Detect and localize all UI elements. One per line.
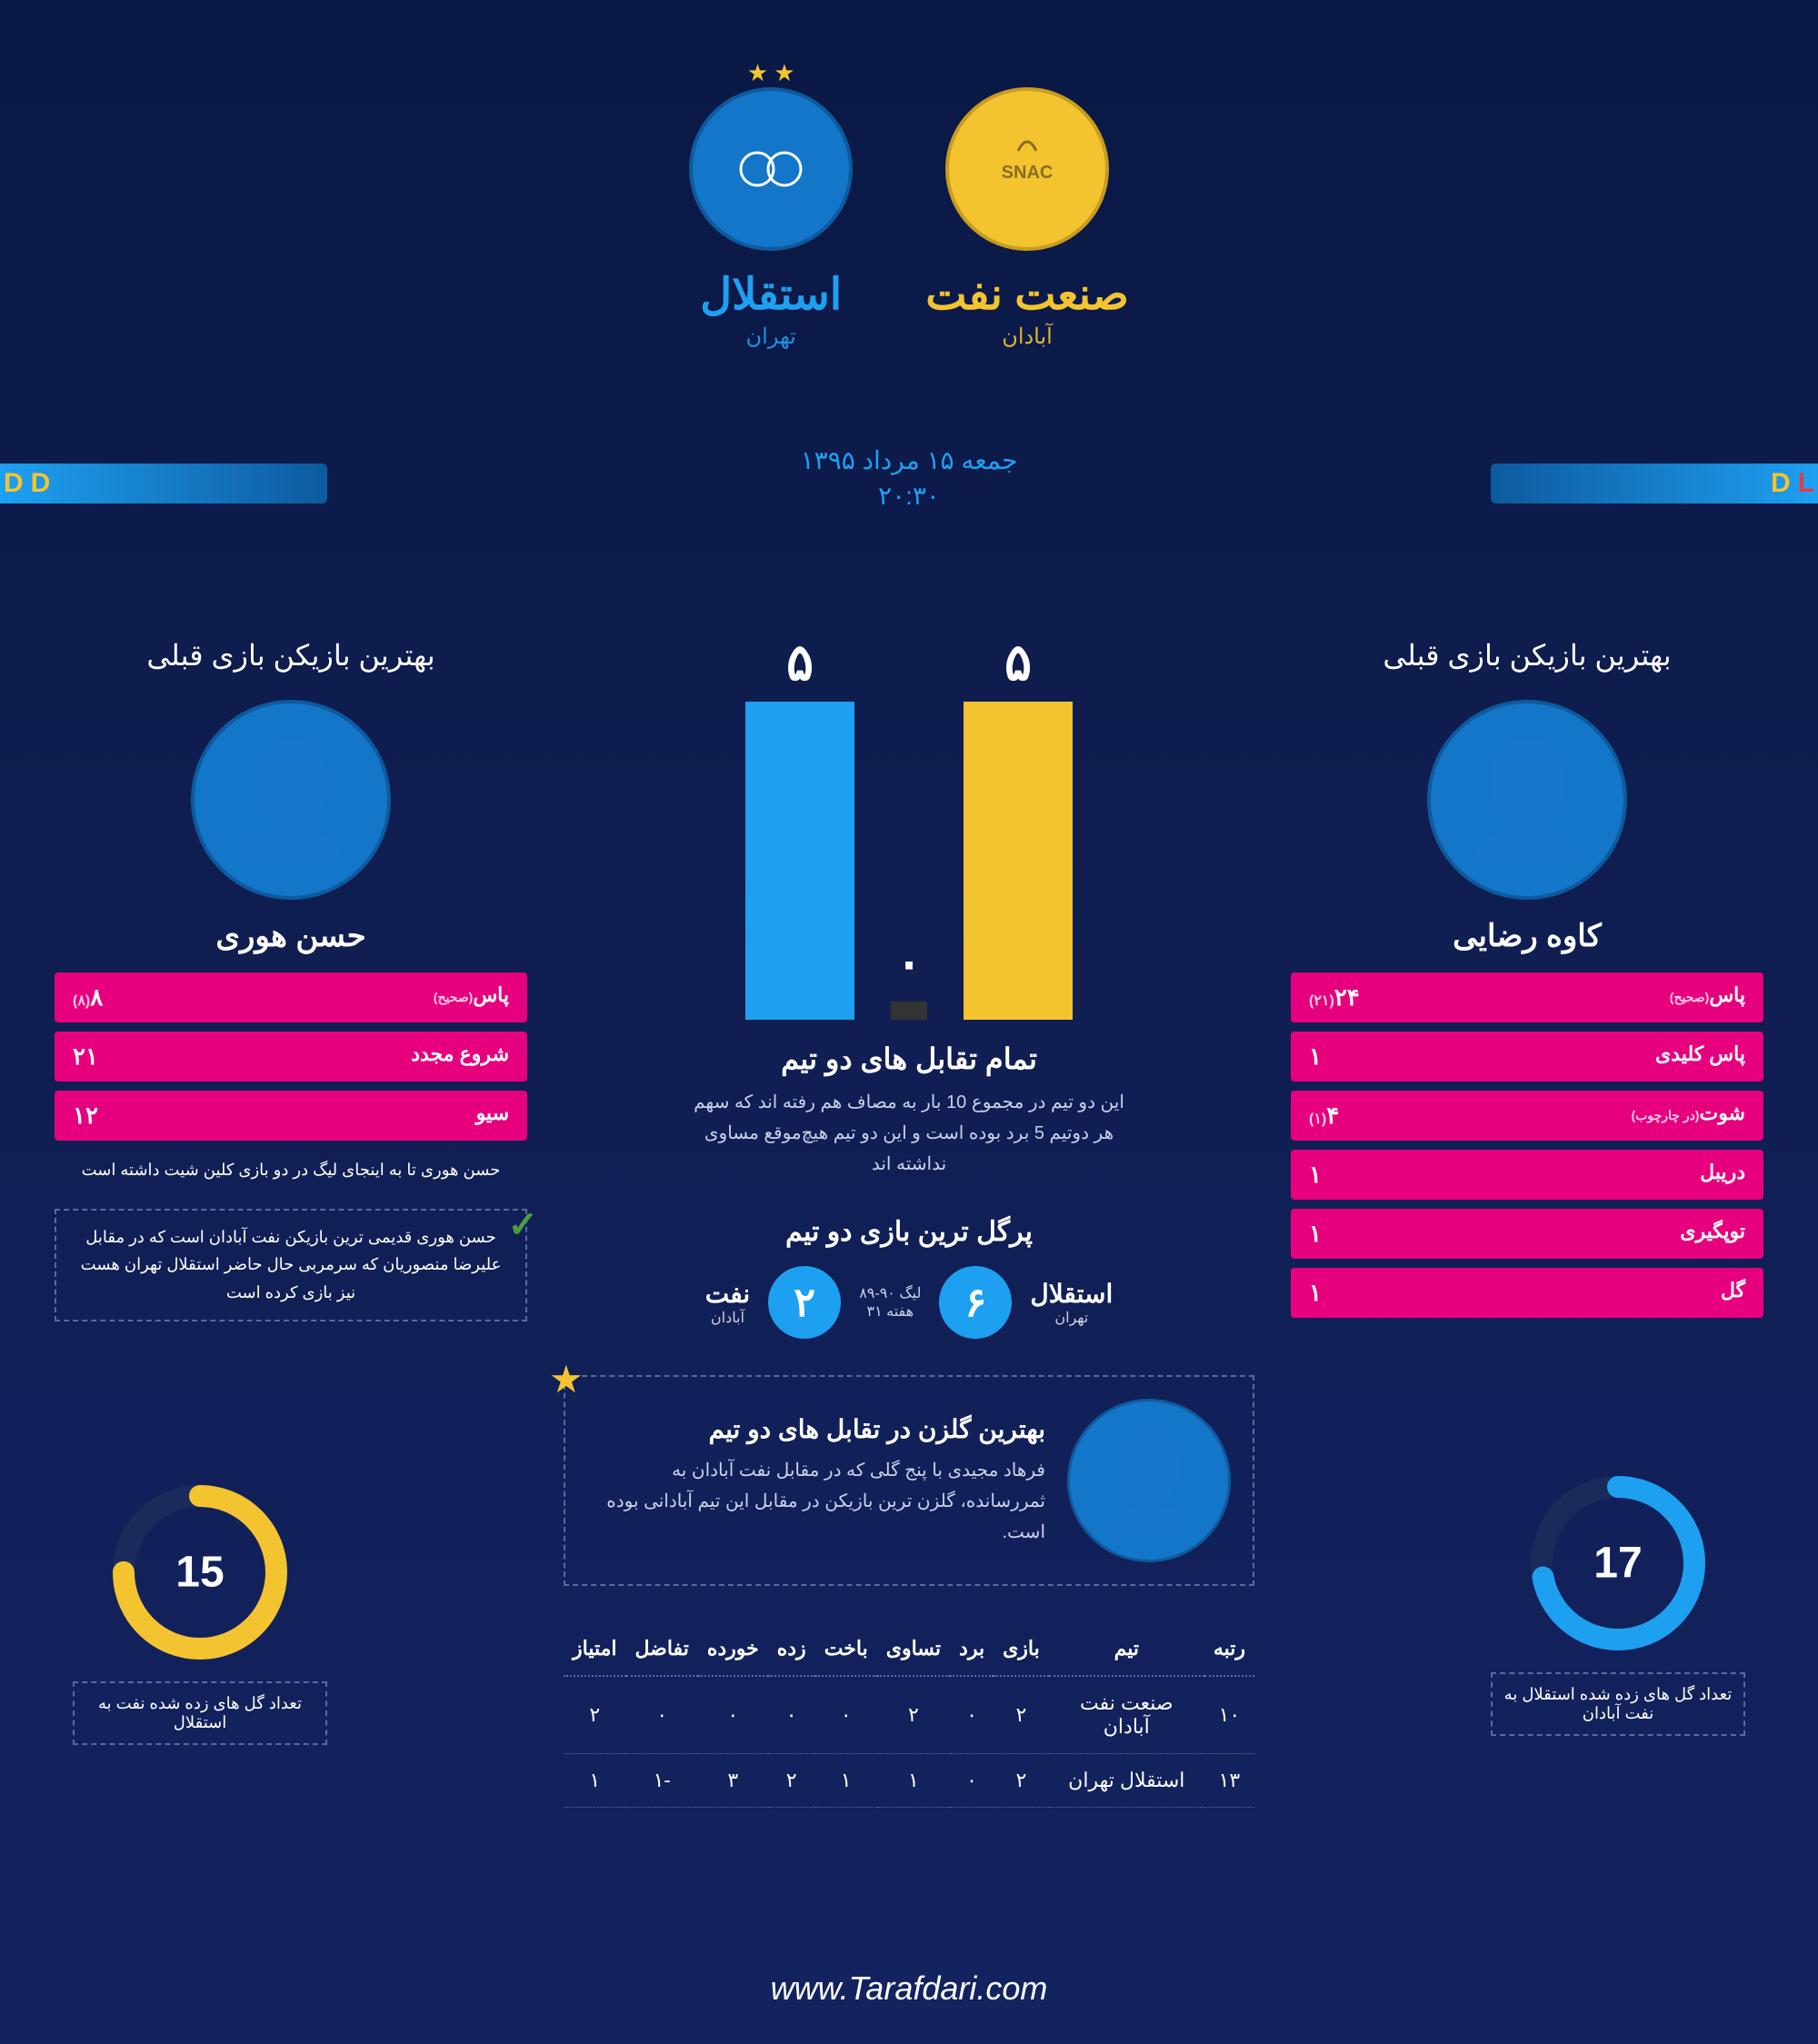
team-home-name: استقلال	[689, 269, 853, 320]
form-bar-home: L D	[1491, 464, 1818, 504]
h2h-title: تمام تقابل های دو تیم	[564, 1042, 1254, 1076]
form-letter: D	[1771, 468, 1791, 499]
header: SNAC صنعت نفت آبادان ★★ استقلال تهران	[0, 0, 1818, 436]
away-player-note1: حسن هوری تا به اینجای لیگ در دو بازی کلی…	[55, 1150, 527, 1191]
svg-text:SNAC: SNAC	[1002, 163, 1054, 183]
table-header: بازی	[994, 1622, 1049, 1676]
team-away-city: آبادان	[925, 324, 1129, 350]
h2h-text: این دو تیم در مجموع 10 بار به مصاف هم رف…	[691, 1087, 1127, 1180]
hs-away: نفت آبادان	[705, 1279, 750, 1327]
center-column: ۵ ۰ ۵ تمام تقابل های دو تیم این دو تیم د…	[564, 638, 1254, 1808]
table-header: تفاضل	[626, 1622, 698, 1676]
form-letter: D	[31, 468, 51, 499]
top-scorer-title: بهترین گلزن در تقابل های دو تیم	[587, 1414, 1045, 1444]
form-letter: D	[4, 468, 24, 499]
top-scorer-photo	[1067, 1399, 1231, 1562]
highscore-title: پرگل ترین بازی دو تیم	[564, 1216, 1254, 1248]
bar-away: ۵	[964, 633, 1073, 1020]
away-player-note2: حسن هوری قدیمی ترین بازیکن نفت آبادان اس…	[55, 1209, 527, 1321]
hs-meta: لیگ ۹۰-۸۹ هفته ۳۱	[859, 1284, 921, 1321]
form-letter: L	[1798, 468, 1814, 499]
home-player-photo	[1427, 700, 1627, 900]
hs-home-score: ۶	[939, 1266, 1012, 1339]
table-header: خورده	[698, 1622, 768, 1676]
goals-circle-home: 17	[1527, 1472, 1709, 1654]
goals-circle-away: 15	[109, 1481, 291, 1663]
table-row: ۱۳استقلال تهران۲۰۱۱۲۳-۱۱	[564, 1754, 1254, 1808]
away-player-photo	[191, 700, 391, 900]
best-player-title: بهترین بازیکن بازی قبلی	[55, 638, 527, 673]
team-home-stars: ★★	[747, 59, 795, 87]
away-player-name: حسن هوری	[55, 918, 527, 954]
stat-row: پاس(صحیح)۸(۸)	[55, 972, 527, 1022]
bar-home: ۵	[745, 633, 854, 1020]
stat-row: توپگیری۱	[1291, 1209, 1763, 1259]
best-player-title: بهترین بازیکن بازی قبلی	[1291, 638, 1763, 673]
team-away-logo: SNAC	[945, 87, 1109, 251]
table-header: تیم	[1049, 1622, 1204, 1676]
table-header: برد	[950, 1622, 994, 1676]
highscore-row: استقلال تهران ۶ لیگ ۹۰-۸۹ هفته ۳۱ ۲ نفت …	[564, 1266, 1254, 1339]
table-header: رتبه	[1204, 1622, 1254, 1676]
table-header: تساوی	[877, 1622, 950, 1676]
away-player-stats: پاس(صحیح)۸(۸) شروع مجدد۲۱ سیو۱۲	[55, 972, 527, 1141]
home-player-stats: پاس(صحیح)۲۴(۲۱) پاس کلیدی۱ شوت(در چارچوب)۴…	[1291, 972, 1763, 1318]
stat-row: پاس(صحیح)۲۴(۲۱)	[1291, 972, 1763, 1022]
goals-label-away: تعداد گل های زده شده نفت به استقلال	[73, 1681, 327, 1745]
form-bar-away: D D	[0, 464, 327, 504]
footer-url: www.Tarafdari.com	[0, 1969, 1818, 2008]
table-row: ۱۰صنعت نفت آبادان۲۰۲۰۰۰۰۲	[564, 1676, 1254, 1754]
team-away: SNAC صنعت نفت آبادان	[925, 87, 1129, 350]
table-header: زده	[768, 1622, 815, 1676]
hs-away-score: ۲	[768, 1266, 841, 1339]
bar-draw: ۰	[891, 932, 927, 1020]
h2h-bar-chart: ۵ ۰ ۵	[564, 638, 1254, 1020]
standings-table-wrap: رتبهتیمبازیبردتساویباختزدهخوردهتفاضلامتی…	[564, 1622, 1254, 1808]
hs-home: استقلال تهران	[1030, 1279, 1113, 1327]
home-player-name: کاوه رضایی	[1291, 918, 1763, 954]
stat-row: سیو۱۲	[55, 1091, 527, 1141]
team-away-name: صنعت نفت	[925, 269, 1129, 320]
team-home-city: تهران	[689, 324, 853, 350]
team-home: ★★ استقلال تهران	[689, 87, 853, 350]
team-home-logo: ★★	[689, 87, 853, 251]
stat-row: شروع مجدد۲۱	[55, 1032, 527, 1082]
stat-row: دریبل۱	[1291, 1150, 1763, 1200]
table-header: امتیاز	[564, 1622, 626, 1676]
stat-row: پاس کلیدی۱	[1291, 1032, 1763, 1082]
stat-row: گل۱	[1291, 1268, 1763, 1318]
table-header: باخت	[815, 1622, 877, 1676]
standings-table: رتبهتیمبازیبردتساویباختزدهخوردهتفاضلامتی…	[564, 1622, 1254, 1808]
top-scorer-desc: فرهاد مجیدی با پنج گلی که در مقابل نفت آ…	[587, 1455, 1045, 1548]
top-scorer-box: بهترین گلزن در تقابل های دو تیم فرهاد مج…	[564, 1375, 1254, 1586]
goals-label-home: تعداد گل های زده شده استقلال به نفت آباد…	[1491, 1672, 1745, 1736]
stat-row: شوت(در چارچوب)۴(۱)	[1291, 1091, 1763, 1141]
